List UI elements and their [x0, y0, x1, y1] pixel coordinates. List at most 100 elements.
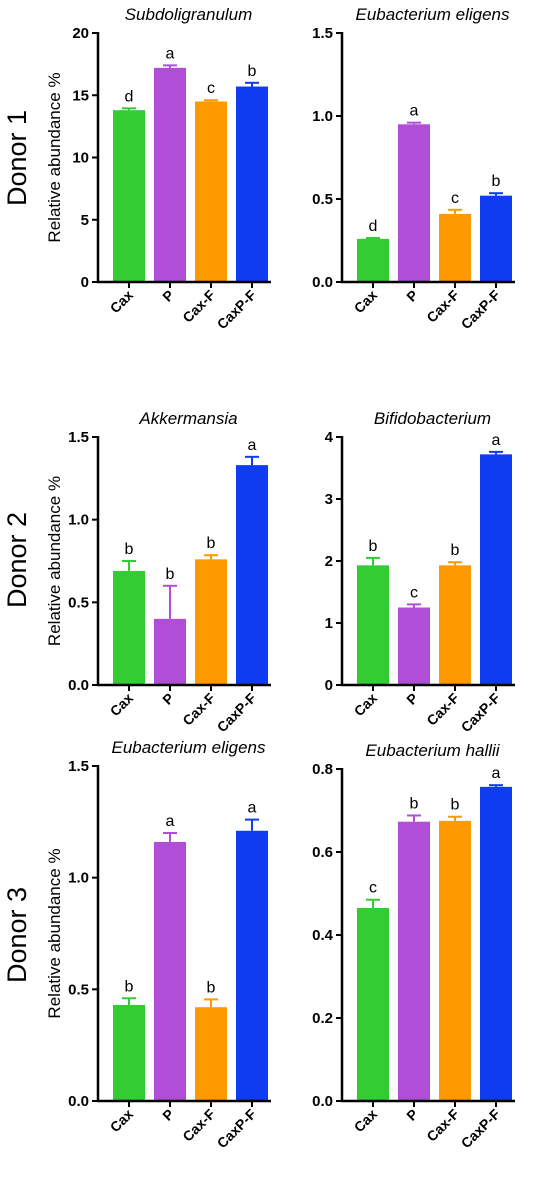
y-tick-label: 0.5 [68, 981, 89, 998]
significance-letter: a [410, 103, 419, 120]
significance-letter: a [492, 432, 501, 449]
x-tick-label: Cax-F [423, 689, 462, 728]
significance-letter: a [492, 765, 501, 782]
y-tick-label: 0.0 [312, 1093, 333, 1110]
x-tick-label: Cax [107, 690, 137, 720]
bar-cax-f [195, 1007, 227, 1101]
bar-caxp-f [480, 195, 512, 282]
x-tick-label: Cax-F [423, 1105, 462, 1144]
x-tick-label: P [159, 690, 177, 708]
bar-cax-f [195, 101, 227, 282]
y-tick-label: 0.0 [68, 1093, 89, 1110]
chart-panel-3: Akkermansia 0.0 0.5 1.0 1.5 b Cax b Pb Cax-F a CaxP… [45, 409, 271, 735]
bar-p [154, 67, 186, 282]
bar-cax-f [439, 565, 471, 685]
significance-letter: b [207, 535, 216, 552]
chart-title: Subdoligranulum [125, 5, 253, 24]
bar-cax [357, 908, 389, 1101]
chart-panel-4: Bifidobacterium 0 1 2 3 4 b Cax c Pb Cax-F a CaxP-F [325, 409, 515, 735]
chart-title: Eubacterium eligens [111, 738, 266, 757]
significance-letter: d [369, 218, 378, 235]
bar-cax-f [195, 559, 227, 685]
y-tick-label: 15 [72, 87, 89, 104]
bar-cax [113, 1004, 145, 1101]
y-tick-label: 1.5 [312, 25, 333, 42]
x-tick-label: P [403, 1106, 421, 1124]
y-tick-label: 1.0 [312, 108, 333, 125]
bar-caxp-f [480, 454, 512, 685]
significance-letter: b [369, 538, 378, 555]
significance-letter: b [125, 541, 134, 558]
x-tick-label: Cax-F [179, 286, 218, 325]
y-axis-label: Relative abundance % [45, 72, 64, 242]
y-tick-label: 0.6 [312, 844, 333, 861]
x-tick-label: Cax-F [179, 689, 218, 728]
significance-letter: b [492, 173, 501, 190]
y-tick-label: 3 [325, 491, 333, 508]
y-tick-label: 1.0 [68, 512, 89, 529]
significance-letter: b [207, 979, 216, 996]
x-tick-label: Cax-F [179, 1105, 218, 1144]
significance-letter: b [451, 542, 460, 559]
y-tick-label: 2 [325, 553, 333, 570]
y-tick-label: 1.0 [68, 870, 89, 887]
x-tick-label: Cax [351, 690, 381, 720]
bar-cax [113, 110, 145, 282]
significance-letter: b [166, 566, 175, 583]
bar-cax-f [439, 213, 471, 282]
significance-letter: b [125, 978, 134, 995]
y-tick-label: 1.5 [68, 429, 89, 446]
bar-p [154, 841, 186, 1101]
x-tick-label: P [159, 287, 177, 305]
significance-letter: b [451, 797, 460, 814]
bar-caxp-f [480, 786, 512, 1101]
significance-letter: b [248, 63, 257, 80]
significance-letter: a [166, 45, 175, 62]
chart-title: Eubacterium eligens [355, 5, 510, 24]
y-tick-label: 5 [81, 212, 89, 229]
bar-cax [113, 570, 145, 685]
chart-title: Akkermansia [138, 409, 237, 428]
significance-letter: a [248, 437, 257, 454]
chart-panel-5: Eubacterium eligens 0.0 0.5 1.0 1.5 b Cax a Pb Ca… [45, 738, 271, 1151]
x-tick-label: P [159, 1106, 177, 1124]
bar-caxp-f [236, 86, 268, 282]
x-tick-label: Cax-F [423, 286, 462, 325]
y-tick-label: 20 [72, 25, 89, 42]
bar-p [398, 124, 430, 282]
chart-title: Eubacterium hallii [365, 741, 500, 760]
x-tick-label: P [403, 690, 421, 708]
x-tick-label: Cax [351, 1106, 381, 1136]
donor-label: Donor 3 [2, 887, 32, 983]
significance-letter: c [207, 80, 215, 97]
y-tick-label: 1 [325, 615, 333, 632]
x-tick-label: CaxP-F [214, 286, 260, 332]
significance-letter: b [410, 795, 419, 812]
y-tick-label: 0.5 [68, 594, 89, 611]
significance-letter: a [166, 813, 175, 830]
chart-panel-6: Eubacterium hallii 0.0 0.2 0.4 0.6 0.8 c Cax b Pb… [312, 741, 515, 1151]
significance-letter: c [410, 584, 418, 601]
y-tick-label: 0.0 [68, 677, 89, 694]
bar-caxp-f [236, 465, 268, 685]
bar-p [398, 607, 430, 685]
y-tick-label: 0.2 [312, 1010, 333, 1027]
y-tick-label: 10 [72, 150, 89, 167]
x-tick-label: P [403, 287, 421, 305]
chart-title: Bifidobacterium [374, 409, 491, 428]
chart-panel-2: Eubacterium eligens 0.0 0.5 1.0 1.5 d Cax a Pc Ca… [312, 5, 515, 332]
bar-p [398, 821, 430, 1101]
y-tick-label: 0 [325, 677, 333, 694]
bar-cax [357, 238, 389, 282]
x-tick-label: Cax [107, 1106, 137, 1136]
y-tick-label: 0.0 [312, 274, 333, 291]
significance-letter: d [125, 88, 134, 105]
significance-letter: c [451, 190, 459, 207]
x-tick-label: Cax [351, 287, 381, 317]
y-axis-label: Relative abundance % [45, 476, 64, 646]
y-tick-label: 0 [81, 274, 89, 291]
x-tick-label: CaxP-F [458, 286, 504, 332]
bar-caxp-f [236, 830, 268, 1101]
x-tick-label: CaxP-F [214, 1105, 260, 1151]
